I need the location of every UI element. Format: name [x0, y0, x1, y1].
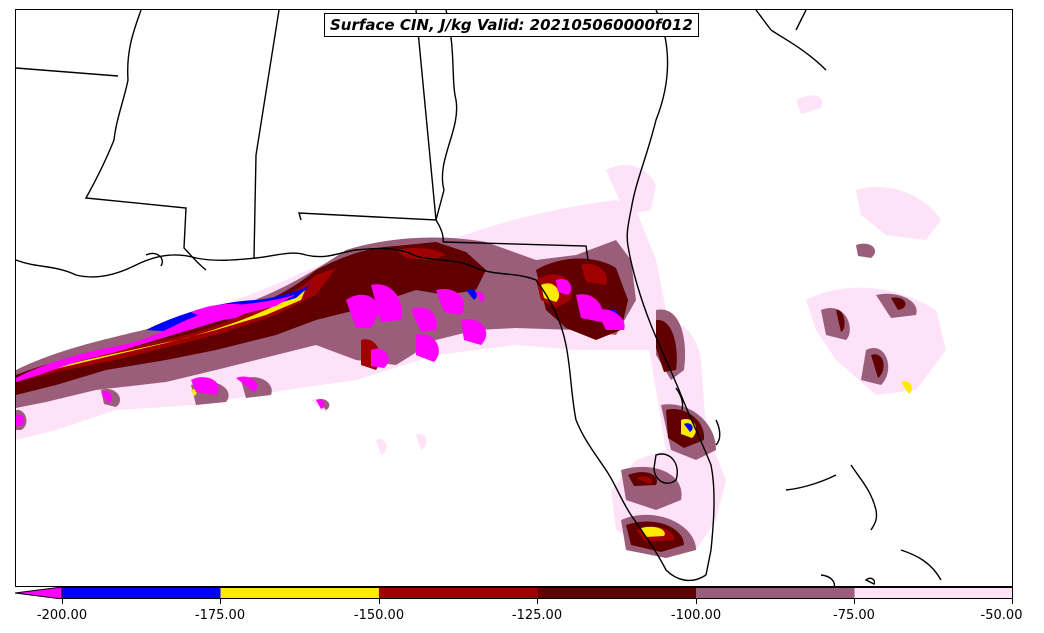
colorbar-tick-label: -175.00	[194, 608, 246, 623]
colorbar-tick-label: -50.00	[980, 608, 1023, 623]
colorbar-tick	[379, 599, 380, 604]
cin-map	[16, 10, 946, 586]
cin-shading	[16, 95, 946, 558]
colorbar-tick	[62, 599, 63, 604]
colorbar-tick	[696, 599, 697, 604]
colorbar-tick-label: -150.00	[353, 608, 405, 623]
colorbar-bin-125-100	[537, 587, 696, 599]
colorbar-tick	[220, 599, 221, 604]
colorbar-tick-label: -125.00	[511, 608, 563, 623]
colorbar-bin-175-150	[220, 587, 379, 599]
colorbar-bin-200-175	[62, 587, 221, 599]
colorbar-bin-75-50	[854, 587, 1013, 599]
colorbar-tick	[854, 599, 855, 604]
map-panel	[15, 9, 1013, 587]
colorbar-bin-100-75	[696, 587, 855, 599]
colorbar-tick-label: -75.00	[833, 608, 875, 623]
colorbar-tick-label: -100.00	[670, 608, 722, 623]
map-title: Surface CIN, J/kg Valid: 202105060000f01…	[324, 13, 699, 37]
colorbar-tick-label: -200.00	[36, 608, 88, 623]
coastline-borders	[16, 10, 942, 586]
colorbar-tick	[1012, 599, 1013, 604]
colorbar-bin-150-125	[379, 587, 538, 599]
colorbar	[15, 587, 1013, 599]
colorbar-extend-min	[15, 587, 63, 599]
colorbar-tick	[537, 599, 538, 604]
